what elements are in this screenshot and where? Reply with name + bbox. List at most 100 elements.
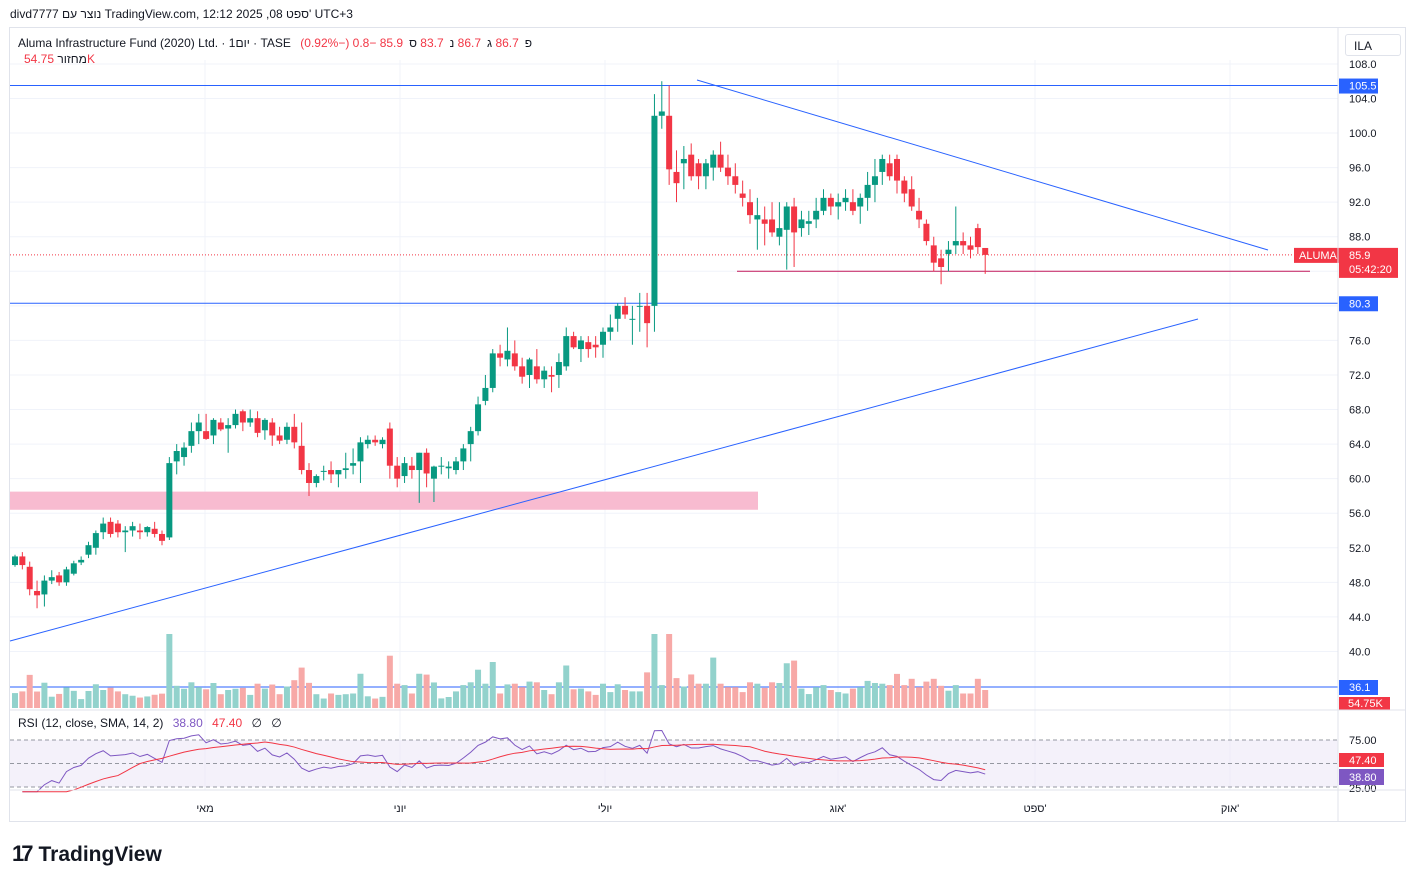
candle-body xyxy=(857,197,864,207)
candle-body xyxy=(217,422,224,430)
candle-body xyxy=(901,180,908,194)
volume-bar xyxy=(548,694,555,708)
volume-bar xyxy=(423,674,430,708)
volume-bar xyxy=(48,696,55,708)
candle-body xyxy=(791,206,798,233)
candle-body xyxy=(151,528,158,534)
candle-body xyxy=(923,223,930,242)
candle-body xyxy=(511,353,518,367)
volume-bar xyxy=(78,699,85,708)
volume-bar xyxy=(225,690,232,708)
price-tag-36-bg xyxy=(1339,680,1378,695)
volume-bar xyxy=(408,693,415,708)
currency-button[interactable]: ILA xyxy=(1345,34,1401,56)
volume-bar xyxy=(430,682,437,708)
volume-bar xyxy=(372,698,379,708)
volume-bar xyxy=(144,696,151,708)
candle-body xyxy=(835,202,842,207)
volume-bar xyxy=(100,690,107,708)
candle-body xyxy=(166,463,173,538)
time-tick-label: ספט' xyxy=(1023,803,1046,815)
volume-bar xyxy=(394,683,401,708)
volume-bar xyxy=(519,687,526,708)
pink-zone xyxy=(10,491,758,510)
volume-bar xyxy=(644,672,651,708)
volume-bar xyxy=(438,698,445,708)
volume-bar xyxy=(813,687,820,708)
candle-body xyxy=(269,422,276,436)
volume-bar xyxy=(41,682,48,708)
rsi-tick-25: 25.00 xyxy=(1349,783,1377,795)
candle-body xyxy=(438,465,445,467)
candle-body xyxy=(769,219,776,233)
candle-body xyxy=(313,476,320,483)
volume-bar xyxy=(85,690,92,708)
volume-bar xyxy=(12,693,18,708)
candle-body xyxy=(423,452,430,474)
volume-bar xyxy=(636,691,643,708)
currency-label: ILA xyxy=(1354,39,1373,53)
candle-body xyxy=(577,340,584,350)
candle-body xyxy=(100,523,107,533)
volume-bar xyxy=(849,688,856,708)
candle-body xyxy=(886,163,893,177)
candle-body xyxy=(342,468,349,471)
volume-bar xyxy=(541,690,548,708)
volume-bar xyxy=(945,690,952,708)
symbol-tag: ALUMA xyxy=(1299,250,1338,262)
candle-body xyxy=(673,171,680,184)
price-tag-80-bg xyxy=(1339,296,1378,312)
price-tag-36: 36.1 xyxy=(1349,682,1370,694)
volume-bar xyxy=(276,694,283,708)
candle-body xyxy=(41,580,48,595)
volume-bar xyxy=(107,687,114,708)
candle-body xyxy=(644,305,651,324)
last-price-tag: 85.9 xyxy=(1349,250,1370,262)
close-value: 85.9 xyxy=(379,36,404,50)
candle-body xyxy=(614,305,621,319)
volume-bar xyxy=(688,674,695,708)
time-tick-label: יוני xyxy=(394,803,407,815)
candle-body xyxy=(592,344,599,348)
candle-body xyxy=(548,374,555,377)
volume-bar xyxy=(857,687,864,708)
candle-body xyxy=(651,115,658,306)
volume-bar xyxy=(614,684,621,708)
volume-bar xyxy=(306,682,312,708)
price-tag-105-bg xyxy=(1339,78,1378,94)
candle-body xyxy=(475,404,482,432)
volume-bar xyxy=(710,657,717,708)
volume-bar xyxy=(63,687,70,708)
volume-bar xyxy=(739,692,746,708)
candle-body xyxy=(519,366,526,377)
candle-body xyxy=(239,411,246,423)
volume-bar xyxy=(497,693,504,708)
price-tick-label: 76.0 xyxy=(1349,335,1370,347)
time-tick-label: אוג' xyxy=(830,803,847,815)
chart-legend: Aluma Infrastructure Fund (2020) Ltd. · … xyxy=(18,35,532,67)
volume-bar xyxy=(526,681,533,708)
volume-bar xyxy=(960,693,967,708)
rsi-line xyxy=(22,730,986,793)
candle-body xyxy=(724,167,731,177)
candle-body xyxy=(328,470,335,475)
candle-body xyxy=(820,197,827,211)
candle-body xyxy=(350,463,357,466)
candle-body xyxy=(107,521,114,534)
candle-body xyxy=(379,439,386,445)
volume-bar xyxy=(56,693,63,708)
symbol-title[interactable]: Aluma Infrastructure Fund (2020) Ltd. · … xyxy=(18,36,291,50)
candle-body xyxy=(408,465,415,471)
volume-bar xyxy=(702,683,709,708)
candle-body xyxy=(688,154,695,177)
candle-body xyxy=(967,245,974,250)
candle-body xyxy=(56,575,63,583)
volume-bar xyxy=(747,682,753,708)
rsi-ma-tag-bg xyxy=(1339,753,1384,767)
candle-body xyxy=(12,556,18,566)
candle-body xyxy=(526,359,533,375)
candle-body xyxy=(541,370,548,380)
rsi-label[interactable]: RSI (12, close, SMA, 14, 2) xyxy=(18,716,164,730)
tradingview-logo-icon: 17 xyxy=(12,841,34,866)
